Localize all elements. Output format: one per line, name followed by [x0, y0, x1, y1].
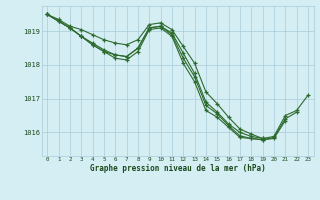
- X-axis label: Graphe pression niveau de la mer (hPa): Graphe pression niveau de la mer (hPa): [90, 164, 266, 173]
